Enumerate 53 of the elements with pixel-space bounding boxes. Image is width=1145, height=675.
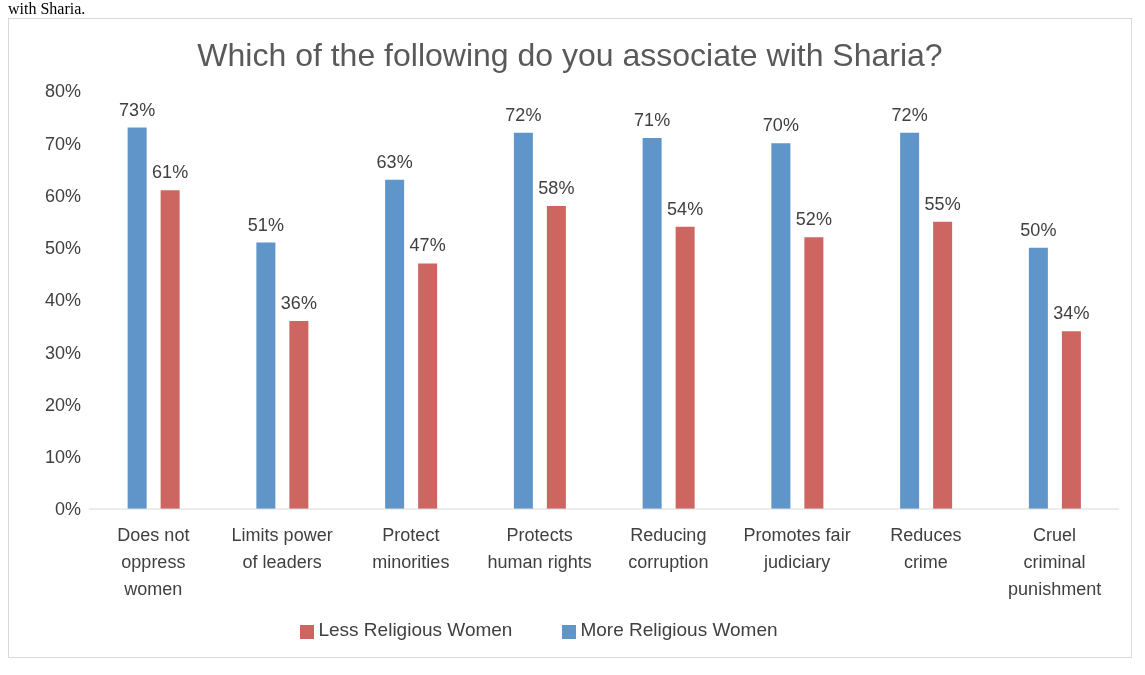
bar: [513, 132, 533, 509]
data-label: 54%: [667, 198, 704, 219]
legend-label: More Religious Women: [580, 619, 778, 640]
data-label: 72%: [891, 104, 928, 125]
data-label: 63%: [376, 151, 413, 172]
data-label: 52%: [795, 209, 832, 230]
x-tick-label: Cruel criminal punishment: [1008, 525, 1102, 599]
x-tick-label: Limits power of leaders: [231, 525, 333, 572]
y-tick-label: 60%: [44, 185, 81, 206]
bar: [642, 138, 662, 509]
data-label: 36%: [280, 292, 317, 313]
data-label: 55%: [924, 193, 961, 214]
y-tick-label: 10%: [44, 447, 81, 468]
y-tick-label: 40%: [44, 290, 81, 311]
data-label: 47%: [409, 235, 446, 256]
bar: [256, 242, 276, 509]
data-label: 50%: [1020, 219, 1057, 240]
x-tick-label: Reduces crime: [890, 525, 962, 572]
y-tick-label: 80%: [44, 81, 81, 102]
bar: [804, 237, 824, 509]
bar: [127, 127, 147, 509]
y-tick-label: 20%: [44, 394, 81, 415]
bar: [385, 179, 405, 509]
bar: [289, 320, 309, 509]
legend-label: Less Religious Women: [318, 619, 513, 640]
data-label: 72%: [505, 104, 542, 125]
y-tick-label: 30%: [44, 342, 81, 363]
data-label: 70%: [762, 115, 799, 136]
y-tick-label: 70%: [44, 133, 81, 154]
bar: [1028, 247, 1048, 509]
text: with Sharia.: [8, 0, 87, 18]
data-label: 51%: [247, 214, 284, 235]
bar: [771, 143, 791, 509]
bar: [160, 190, 180, 509]
x-tick-label: Protect minorities: [372, 525, 450, 572]
bar: [675, 226, 695, 509]
x-tick-label: Promotes fair judiciary: [743, 525, 851, 572]
data-label: 73%: [119, 99, 156, 120]
chart-title: Which of the following do you associate with Sharia?: [196, 37, 944, 75]
data-label: 71%: [634, 110, 671, 131]
y-tick-label: 50%: [44, 238, 81, 259]
x-tick-label: Reducing corruption: [628, 525, 709, 572]
bar: [1061, 331, 1081, 509]
bar: [418, 263, 438, 509]
data-label: 58%: [538, 177, 575, 198]
bar: [933, 221, 953, 509]
bar: [546, 205, 566, 509]
data-label: 61%: [152, 162, 189, 183]
x-tick-label: Does not oppress women: [117, 525, 190, 599]
y-tick-label: 0%: [54, 499, 81, 520]
data-label: 34%: [1053, 303, 1090, 324]
bar: [900, 132, 920, 509]
x-tick-label: Protects human rights: [487, 525, 592, 572]
